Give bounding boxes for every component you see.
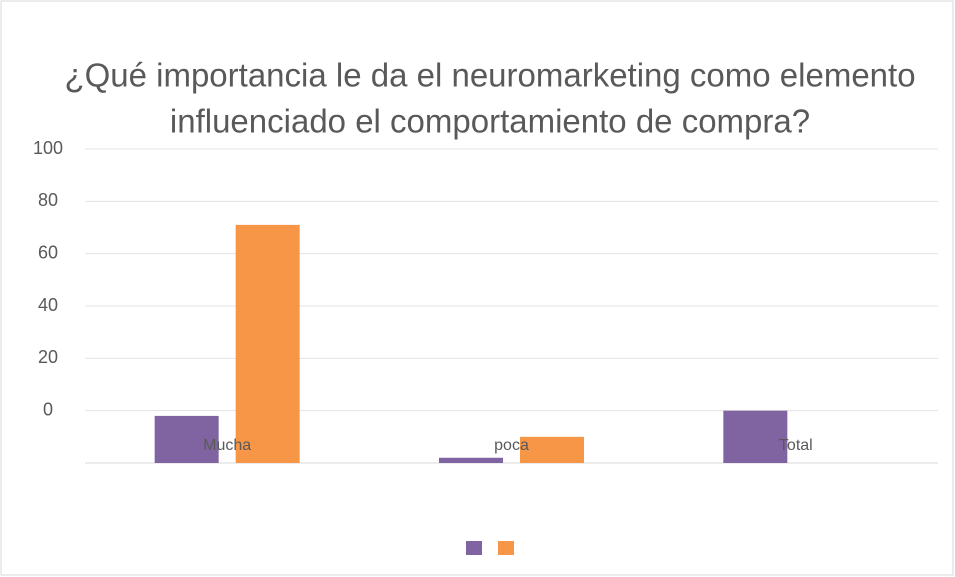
legend-swatch — [498, 541, 514, 555]
bar — [154, 415, 219, 463]
x-tick-label: poca — [494, 437, 529, 454]
y-tick-label: 40 — [38, 295, 58, 315]
bar — [723, 410, 788, 463]
bar — [235, 224, 300, 463]
y-tick-label: 20 — [38, 347, 58, 367]
chart-title: ¿Qué importancia le da el neuromarketing… — [64, 57, 915, 94]
y-tick-label: 100 — [33, 138, 63, 158]
x-tick-label: Total — [779, 437, 813, 454]
legend-swatch — [466, 541, 482, 555]
bar — [520, 436, 584, 463]
chart-title: influenciado el comportamiento de compra… — [170, 103, 810, 140]
x-tick-label: Mucha — [203, 437, 251, 454]
y-tick-label: 80 — [38, 190, 58, 210]
bar — [439, 457, 503, 463]
y-tick-label: 60 — [38, 242, 58, 262]
y-tick-label: 0 — [43, 399, 53, 419]
